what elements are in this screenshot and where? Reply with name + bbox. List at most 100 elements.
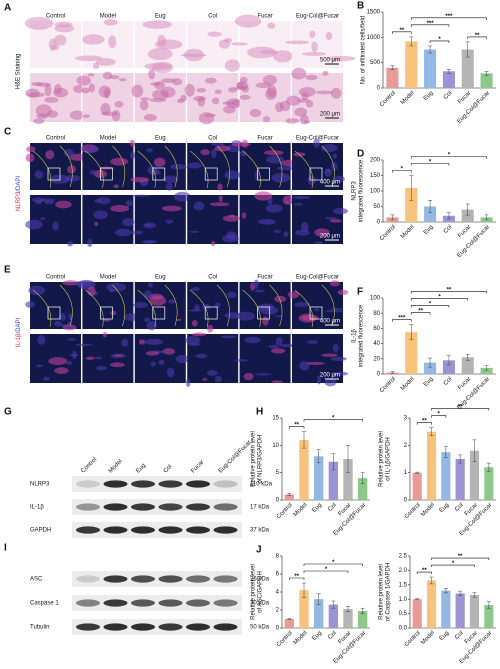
signal	[305, 361, 325, 365]
signal	[25, 219, 43, 230]
signal	[175, 318, 182, 321]
size-label: 25 kDa	[250, 577, 270, 583]
x-tick-label: Col	[443, 90, 454, 101]
significance-bracket	[416, 571, 432, 575]
bar	[424, 362, 437, 374]
signal	[162, 348, 176, 355]
band	[213, 503, 238, 511]
column-label: Control	[46, 136, 65, 142]
signal	[274, 315, 284, 318]
x-tick-label: Model	[293, 502, 309, 518]
signal	[279, 343, 297, 348]
tissue	[92, 62, 100, 70]
signal	[271, 348, 286, 354]
bar	[480, 73, 493, 88]
error-bar	[446, 355, 451, 366]
signal	[211, 240, 216, 247]
error-bar	[415, 471, 420, 474]
bar	[469, 450, 480, 500]
signal	[332, 207, 348, 215]
tissue	[286, 95, 301, 106]
x-tick-label: Fucar	[457, 90, 472, 105]
micrograph	[74, 279, 143, 329]
bar	[405, 187, 418, 222]
signal	[143, 240, 155, 244]
column-label: Col	[208, 14, 217, 20]
panel-letter: F	[357, 287, 363, 298]
error-bar	[316, 593, 321, 605]
significance-label: *	[452, 561, 455, 567]
tissue	[249, 108, 262, 118]
signal	[226, 291, 237, 298]
tissue	[147, 47, 173, 61]
lane-label: Control	[80, 457, 98, 475]
y-tick-label: 100	[370, 189, 381, 195]
tissue	[87, 73, 95, 77]
zoom-box	[47, 167, 61, 181]
row-label: H&E Staining	[16, 54, 22, 90]
signal	[254, 289, 266, 293]
signal	[93, 356, 103, 360]
signal	[175, 355, 190, 364]
x-tick-label: Control	[276, 630, 294, 648]
scale-bar-label: 200 μm	[320, 373, 340, 379]
micrograph	[133, 282, 186, 331]
tissue	[140, 97, 150, 101]
x-tick-label: Col	[454, 502, 465, 513]
band	[186, 623, 210, 631]
band	[103, 480, 128, 488]
error-bar	[346, 606, 350, 613]
signal	[31, 197, 45, 202]
y-axis-label: Relative protein level	[251, 431, 257, 487]
zoom-box	[309, 306, 323, 320]
bar	[484, 467, 494, 500]
signal	[97, 197, 111, 205]
tissue	[311, 41, 318, 53]
significance-bracket	[289, 577, 305, 580]
error-bar	[446, 212, 451, 220]
micrograph	[74, 331, 134, 383]
signal	[324, 216, 338, 220]
bar	[343, 459, 353, 500]
signal	[110, 310, 117, 316]
micrograph	[236, 279, 291, 329]
micrograph	[184, 73, 242, 125]
significance-bracket	[392, 31, 412, 34]
significance-bracket	[431, 415, 447, 418]
bar	[455, 593, 465, 628]
tissue	[36, 82, 51, 87]
signal	[161, 205, 182, 212]
tissue	[255, 82, 271, 89]
significance-bracket	[431, 564, 475, 568]
signal	[94, 222, 99, 226]
signal	[226, 144, 242, 153]
blot-strip	[72, 499, 242, 515]
tissue	[241, 85, 249, 93]
significance-label: *	[325, 567, 328, 573]
y-tick-label: 0	[276, 626, 280, 632]
bar	[313, 599, 324, 628]
band	[76, 623, 100, 631]
tissue	[81, 87, 91, 94]
protein-label: ASC	[30, 577, 43, 583]
column-label: Fucar	[257, 136, 272, 142]
tissue	[330, 87, 342, 99]
signal	[188, 309, 202, 312]
y-tick-label: 150	[370, 173, 381, 179]
y-axis-label: IL-1β	[352, 329, 358, 343]
signal	[190, 287, 200, 291]
y-axis-label: NLRP3	[352, 181, 358, 201]
tissue	[118, 78, 127, 82]
signal	[257, 219, 277, 225]
signal	[214, 145, 231, 152]
signal	[202, 378, 208, 381]
error-bar	[465, 41, 470, 58]
panel-letter: H	[256, 407, 263, 418]
y-tick-label: 100	[370, 296, 381, 302]
signal	[42, 376, 50, 381]
column-label: Eug	[155, 275, 166, 281]
tissue	[95, 58, 116, 66]
tissue	[301, 52, 327, 56]
significance-label: *	[437, 412, 440, 418]
stain-label: /DAPI	[16, 317, 22, 333]
